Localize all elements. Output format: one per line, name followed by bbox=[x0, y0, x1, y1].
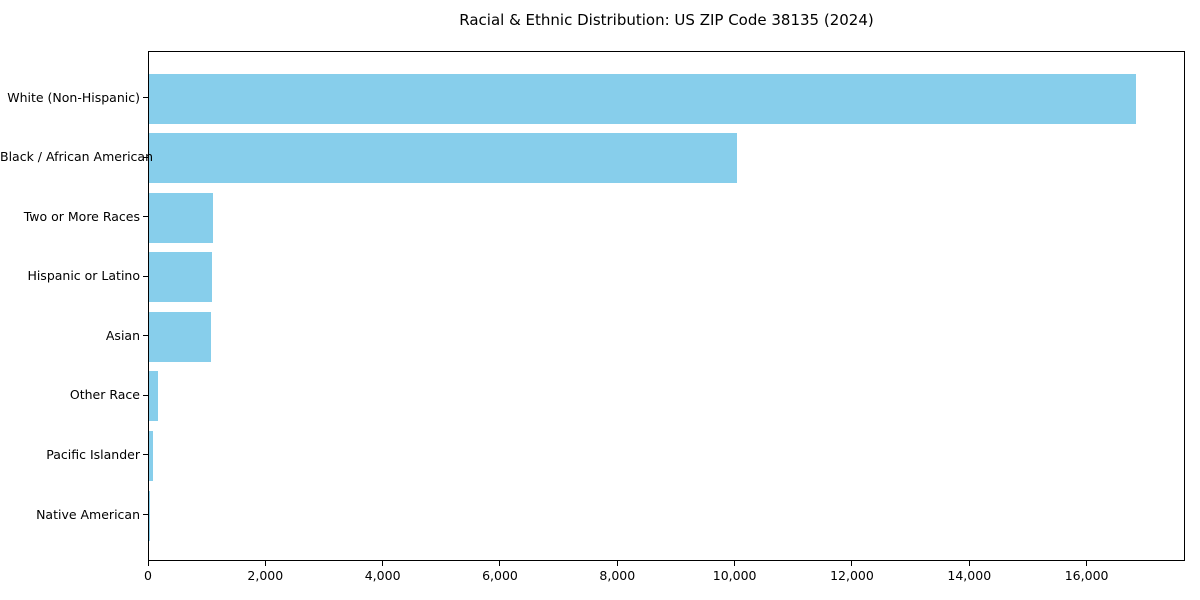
y-tick-other-race bbox=[143, 394, 148, 396]
y-tick-white-non-hispanic bbox=[143, 97, 148, 98]
x-tick-2000 bbox=[264, 561, 266, 566]
plot-area bbox=[148, 51, 1185, 561]
x-tick-label-6000: 6,000 bbox=[482, 568, 518, 583]
y-label-asian: Asian bbox=[105, 327, 140, 343]
y-tick-two-or-more-races bbox=[143, 216, 148, 218]
x-tick-label-0: 0 bbox=[144, 568, 152, 583]
y-tick-hispanic-or-latino bbox=[143, 275, 148, 277]
x-tick-label-4000: 4,000 bbox=[364, 568, 401, 583]
y-label-two-or-more-races: Two or More Races bbox=[23, 208, 140, 224]
y-label-hispanic-or-latino: Hispanic or Latino bbox=[27, 268, 140, 284]
x-tick-label-8000: 8,000 bbox=[599, 568, 636, 583]
x-tick-16000 bbox=[1086, 561, 1088, 566]
y-tick-native-american bbox=[143, 514, 148, 515]
y-tick-asian bbox=[143, 335, 148, 337]
y-label-native-american: Native American bbox=[36, 506, 140, 522]
chart-title: Racial & Ethnic Distribution: US ZIP Cod… bbox=[459, 11, 874, 29]
bar-white-non-hispanic bbox=[149, 73, 1137, 124]
bar-hispanic-or-latino bbox=[149, 252, 212, 303]
x-tick-label-16000: 16,000 bbox=[1064, 568, 1109, 583]
y-tick-black-african-american bbox=[143, 156, 148, 158]
bar-two-or-more-races bbox=[149, 192, 213, 243]
y-label-pacific-islander: Pacific Islander bbox=[46, 446, 140, 462]
bar-asian bbox=[149, 311, 211, 362]
x-tick-0 bbox=[147, 561, 149, 566]
bar-other-race bbox=[149, 371, 158, 422]
x-tick-label-2000: 2,000 bbox=[247, 568, 284, 583]
x-tick-label-12000: 12,000 bbox=[830, 568, 874, 583]
y-label-white-non-hispanic: White (Non-Hispanic) bbox=[7, 89, 140, 105]
x-tick-4000 bbox=[382, 561, 384, 566]
y-label-other-race: Other Race bbox=[69, 387, 140, 403]
y-tick-pacific-islander bbox=[143, 454, 148, 456]
bar-pacific-islander bbox=[149, 430, 154, 481]
x-tick-10000 bbox=[734, 561, 736, 566]
x-tick-14000 bbox=[968, 561, 970, 566]
x-tick-6000 bbox=[499, 561, 501, 566]
x-tick-8000 bbox=[616, 561, 618, 566]
bar-native-american bbox=[149, 490, 150, 541]
y-label-black-african-american: Black / African American bbox=[0, 149, 154, 165]
x-tick-label-10000: 10,000 bbox=[712, 568, 757, 583]
x-tick-12000 bbox=[851, 561, 853, 566]
x-tick-label-14000: 14,000 bbox=[947, 568, 992, 583]
bar-black-african-american bbox=[149, 133, 737, 184]
